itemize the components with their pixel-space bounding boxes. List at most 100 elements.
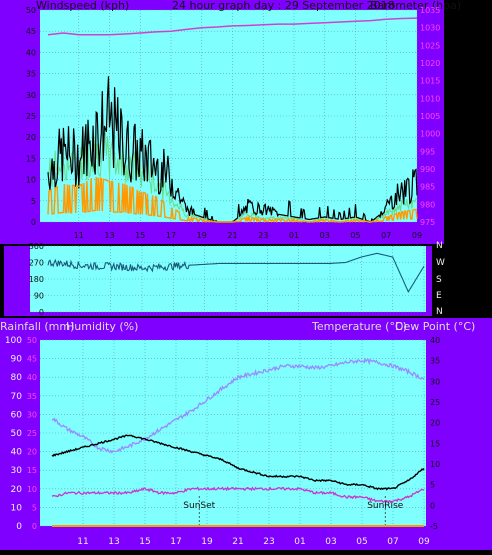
temperature-line <box>51 434 425 491</box>
temp-x-tick: 13 <box>108 537 119 547</box>
wind-x-tick: 13 <box>104 231 114 240</box>
temp-y-tick: -5 <box>430 522 438 531</box>
rain-y-tick: 45 <box>27 355 37 364</box>
wind-x-tick: 11 <box>74 231 84 240</box>
wind-x-tick: 17 <box>166 231 176 240</box>
sun-marker-label: SunSet <box>183 501 215 511</box>
rain-y-tick: 25 <box>27 429 37 438</box>
humidity-y-tick: 40 <box>11 448 23 458</box>
baro-y-tick: 1005 <box>420 112 440 121</box>
baro-y-tick: 1020 <box>420 59 440 68</box>
rain-y-tick: 50 <box>27 336 37 345</box>
wind-y-tick: 15 <box>26 154 36 163</box>
temp-x-tick: 03 <box>325 537 336 547</box>
humidity-y-tick: 10 <box>11 503 23 513</box>
wind-y-tick: 30 <box>26 91 36 100</box>
baro-y-tick: 1025 <box>420 41 440 50</box>
temp-y-tick: 20 <box>430 419 440 428</box>
humidity-axis-title: Humidity (%) <box>66 320 138 333</box>
winddir-y-tick: 270 <box>29 259 44 268</box>
temp-y-tick: 10 <box>430 460 440 469</box>
dewpoint-line <box>51 486 424 504</box>
baro-y-tick: 995 <box>420 147 435 156</box>
temp-x-tick: 11 <box>77 537 88 547</box>
axis-ticks: 0510152025303540455097598098599099510001… <box>5 6 441 547</box>
baro-y-tick: 1030 <box>420 24 440 33</box>
winddir-grid <box>30 245 426 313</box>
humidity-y-tick: 70 <box>11 392 23 402</box>
humidity-y-tick: 0 <box>16 522 22 532</box>
temp-y-tick: 5 <box>430 481 435 490</box>
wind-x-tick: 05 <box>350 231 360 240</box>
wind-gust-line <box>47 176 418 224</box>
winddir-y-tick: 0 <box>39 308 44 317</box>
rain-y-tick: 20 <box>27 448 37 457</box>
winddir-y-tick: 90 <box>34 292 44 301</box>
humidity-y-tick: 100 <box>5 336 22 346</box>
temp-x-tick: 21 <box>232 537 243 547</box>
temp-x-tick: 17 <box>170 537 181 547</box>
wind-direction-line <box>47 252 425 293</box>
wind-y-tick: 35 <box>26 70 36 79</box>
rain-axis-title: Rainfall (mm) <box>0 320 74 333</box>
temp-y-tick: 35 <box>430 357 440 366</box>
baro-y-tick: 980 <box>420 200 435 209</box>
temp-x-tick: 15 <box>139 537 150 547</box>
dewpoint-axis-title: Dew Point (°C) <box>395 320 475 333</box>
rain-y-tick: 30 <box>27 410 37 419</box>
wind-y-tick: 45 <box>26 27 36 36</box>
humidity-y-tick: 60 <box>11 410 23 420</box>
temp-x-tick: 09 <box>418 537 430 547</box>
humidity-y-tick: 80 <box>11 373 23 383</box>
baro-y-tick: 1035 <box>420 6 440 15</box>
baro-y-tick: 1000 <box>420 130 440 139</box>
sun-marker-label: SunRise <box>367 501 404 511</box>
wind-x-tick: 01 <box>289 231 299 240</box>
humidity-line <box>51 357 425 454</box>
temp-x-tick: 23 <box>263 537 274 547</box>
compass-n-bottom: N <box>436 307 443 317</box>
rain-y-tick: 15 <box>27 466 37 475</box>
humidity-y-tick: 90 <box>11 355 23 365</box>
compass-w: W <box>436 258 445 268</box>
temp-y-tick: 40 <box>430 336 440 345</box>
temp-y-tick: 15 <box>430 439 440 448</box>
humidity-y-tick: 30 <box>11 466 23 476</box>
wind-y-tick: 40 <box>26 48 36 57</box>
winddir-y-tick: 180 <box>29 275 44 284</box>
temp-y-tick: 25 <box>430 398 440 407</box>
rain-y-tick: 35 <box>27 392 37 401</box>
baro-y-tick: 975 <box>420 218 435 227</box>
temp-y-tick: 0 <box>430 501 435 510</box>
wind-y-tick: 20 <box>26 133 36 142</box>
wind-x-tick: 09 <box>412 231 422 240</box>
baro-y-tick: 985 <box>420 183 435 192</box>
chart-title: 24 hour graph day : 29 September 2018 <box>172 0 395 12</box>
rain-y-tick: 5 <box>32 503 37 512</box>
compass-labels: N W S E N <box>436 241 445 317</box>
temp-y-tick: 30 <box>430 377 440 386</box>
baro-y-tick: 1010 <box>420 94 440 103</box>
temperature-axis-title: Temperature (°C) <box>311 320 407 333</box>
data-series: SunSet SunRise <box>47 17 425 527</box>
temp-x-tick: 19 <box>201 537 213 547</box>
wind-x-tick: 19 <box>197 231 207 240</box>
compass-e: E <box>436 291 442 301</box>
wind-axis-title: Windspeed (kph) <box>36 0 129 12</box>
wind-x-tick: 15 <box>135 231 145 240</box>
wind-y-tick: 10 <box>26 176 36 185</box>
temp-x-tick: 07 <box>387 537 398 547</box>
baro-y-tick: 990 <box>420 165 435 174</box>
baro-axis-title: Barometer (hpa) <box>370 0 461 12</box>
rain-y-tick: 40 <box>27 373 37 382</box>
wind-y-tick: 50 <box>26 6 36 15</box>
wind-x-tick: 23 <box>258 231 268 240</box>
compass-s: S <box>436 275 442 285</box>
wind-x-tick: 07 <box>381 231 391 240</box>
rain-y-tick: 10 <box>27 485 37 494</box>
temp-x-tick: 01 <box>294 537 305 547</box>
wind-y-tick: 25 <box>26 112 36 121</box>
wind-y-tick: 5 <box>31 197 36 206</box>
